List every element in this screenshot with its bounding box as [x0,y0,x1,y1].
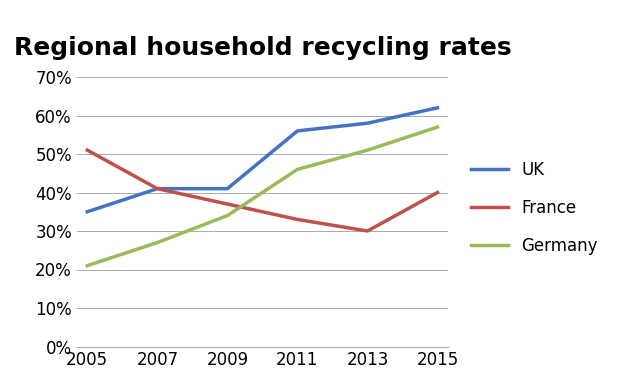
France [364,229,371,233]
UK [434,105,442,110]
France [223,202,231,206]
Germany [364,148,371,152]
France [434,190,442,195]
Line: Germany: Germany [87,127,438,266]
Germany [434,125,442,129]
UK [83,209,91,214]
France [154,186,161,191]
Germany [294,167,301,172]
Germany [83,263,91,268]
Legend: UK, France, Germany: UK, France, Germany [471,161,598,255]
Title: Regional household recycling rates: Regional household recycling rates [13,37,511,60]
Line: UK: UK [87,108,438,212]
France [83,148,91,152]
UK [223,186,231,191]
Germany [154,240,161,245]
UK [364,121,371,126]
Germany [223,213,231,218]
Line: France: France [87,150,438,231]
UK [154,186,161,191]
France [294,217,301,222]
UK [294,129,301,133]
